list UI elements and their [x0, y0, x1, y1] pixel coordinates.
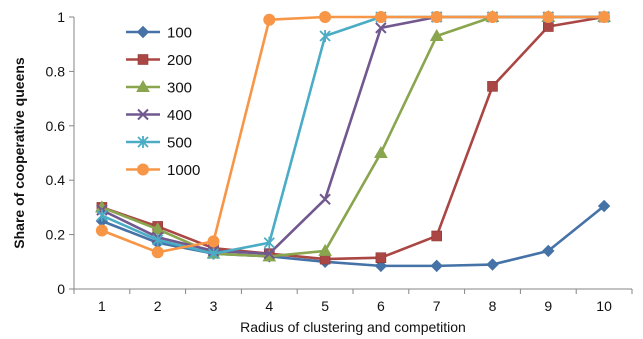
data-point	[430, 11, 443, 23]
legend-marker	[136, 79, 150, 92]
data-point	[207, 247, 220, 260]
y-axis-title: Share of cooperative queens	[11, 57, 27, 249]
series-line	[101, 15, 605, 254]
x-tick-label: 2	[154, 298, 162, 314]
legend-item-200: 200	[126, 52, 192, 69]
x-tick-label: 1	[98, 298, 106, 314]
data-point	[487, 81, 498, 92]
data-point	[207, 235, 220, 248]
legend: 100 200 300 400 500 1000	[126, 25, 200, 179]
legend-item-300: 300	[126, 80, 192, 97]
data-point	[375, 22, 387, 34]
legend-label: 400	[167, 107, 192, 124]
legend-marker	[137, 54, 149, 65]
data-point	[486, 258, 499, 271]
series-line	[101, 15, 605, 261]
y-tick-label: 1	[57, 9, 65, 25]
x-axis-title: Radius of clustering and competition	[240, 319, 466, 335]
x-tick-label: 7	[433, 298, 441, 314]
data-point	[431, 230, 443, 242]
x-axis-ticks: 1 2 3 4 5 6 7 8 9 10	[73, 289, 633, 314]
legend-marker	[137, 136, 149, 148]
data-point	[151, 246, 164, 259]
data-point	[319, 30, 331, 43]
data-point	[374, 11, 387, 23]
data-point	[429, 29, 444, 42]
data-point	[542, 21, 554, 32]
y-tick-label: 0.6	[46, 118, 66, 134]
y-axis-ticks: 0 0.2 0.4 0.6 0.8 1	[46, 9, 74, 297]
legend-marker	[137, 108, 149, 121]
legend-label: 300	[167, 80, 192, 97]
y-tick-label: 0.2	[46, 227, 66, 243]
legend-label: 100	[167, 25, 192, 42]
data-point	[150, 222, 165, 235]
x-tick-label: 5	[321, 298, 329, 314]
data-point	[374, 259, 388, 273]
data-point	[375, 252, 387, 264]
legend-item-500: 500	[126, 135, 192, 152]
data-point	[597, 199, 611, 213]
legend-marker	[136, 25, 150, 39]
data-point	[263, 247, 276, 260]
x-tick-label: 9	[544, 298, 552, 314]
data-point	[96, 209, 108, 222]
series-layer	[95, 9, 611, 273]
data-point	[430, 259, 443, 273]
legend-marker	[137, 163, 149, 176]
legend-label: 500	[167, 135, 192, 152]
data-point	[152, 234, 164, 247]
legend-item-1000: 1000	[126, 162, 200, 179]
data-point	[263, 236, 275, 249]
x-tick-label: 4	[265, 298, 273, 314]
x-tick-label: 3	[210, 298, 218, 314]
data-point	[542, 244, 555, 258]
legend-item-400: 400	[126, 107, 192, 124]
y-tick-label: 0.8	[46, 63, 66, 79]
data-point	[374, 145, 388, 158]
plot-area: 0 0.2 0.4 0.6 0.8 1 1 2 3 4 5 6 7 8 9 10	[46, 9, 633, 314]
legend-item-100: 100	[126, 25, 192, 42]
data-point	[319, 193, 331, 205]
data-point	[263, 13, 276, 26]
series-1000	[95, 11, 611, 259]
y-tick-label: 0.4	[46, 172, 66, 188]
x-tick-label: 10	[596, 298, 612, 314]
data-point	[542, 11, 555, 23]
data-point	[319, 11, 332, 23]
data-point	[95, 224, 108, 237]
x-tick-label: 8	[489, 298, 497, 314]
y-tick-label: 0	[57, 281, 65, 297]
data-point	[318, 243, 332, 256]
data-point	[486, 11, 499, 23]
legend-label: 1000	[167, 162, 200, 179]
x-tick-label: 6	[377, 298, 385, 314]
data-point	[598, 11, 611, 23]
legend-label: 200	[167, 52, 192, 69]
series-line	[101, 205, 605, 268]
